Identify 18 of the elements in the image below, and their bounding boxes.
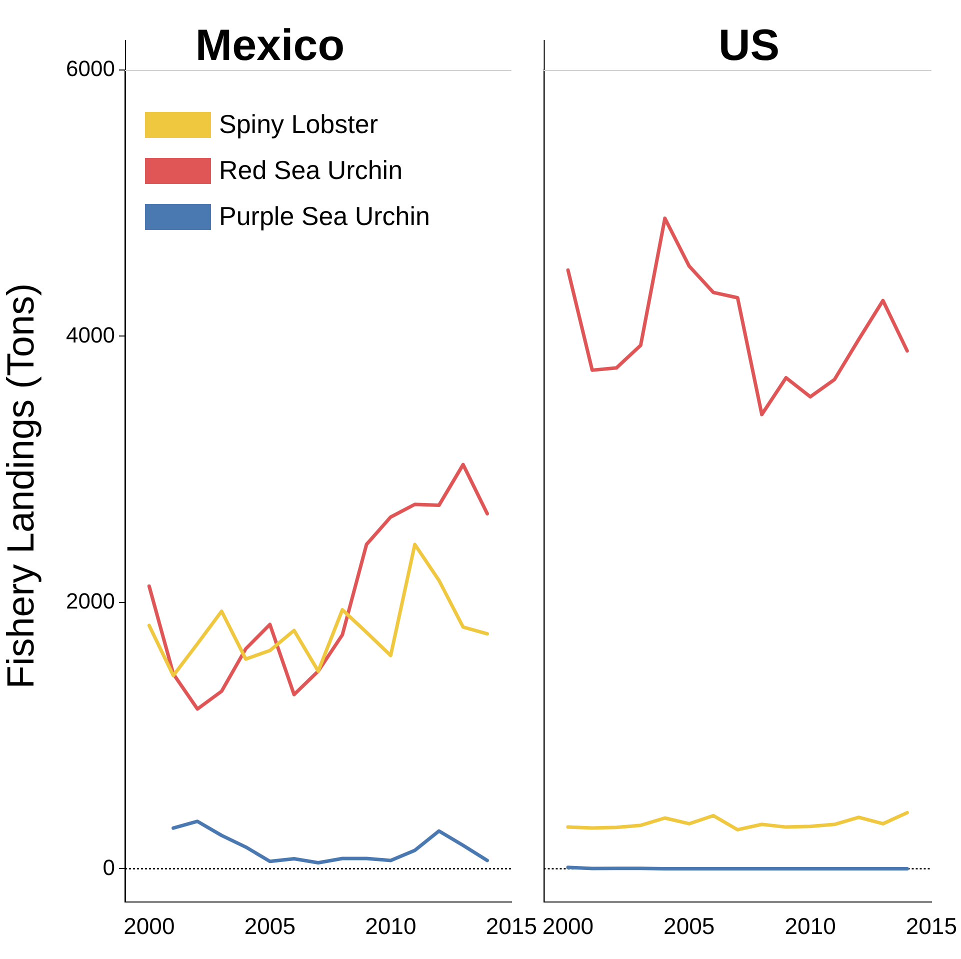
legend-label: Spiny Lobster: [219, 109, 378, 140]
y-tick-label: 0: [102, 854, 115, 880]
y-axis-title: Fishery Landings (Tons): [0, 283, 42, 689]
chart-title: US: [718, 21, 780, 70]
x-tick-label: 2000: [542, 913, 594, 940]
y-tick-label: 2000: [66, 588, 115, 614]
x-tick-label: 2015: [486, 913, 538, 940]
x-tick-label: 2015: [906, 913, 958, 940]
y-tick-label: 6000: [66, 56, 115, 82]
x-tick-label: 2000: [124, 913, 175, 940]
y-tick-label: 4000: [66, 322, 115, 348]
legend-label: Red Sea Urchin: [219, 155, 403, 186]
x-tick-label: 2005: [244, 913, 296, 940]
x-tick-label: 2010: [365, 913, 416, 940]
x-tick-label: 2010: [784, 913, 836, 940]
legend-label: Purple Sea Urchin: [219, 201, 430, 232]
x-tick-label: 2005: [664, 913, 715, 940]
chart-title: Mexico: [195, 21, 345, 70]
